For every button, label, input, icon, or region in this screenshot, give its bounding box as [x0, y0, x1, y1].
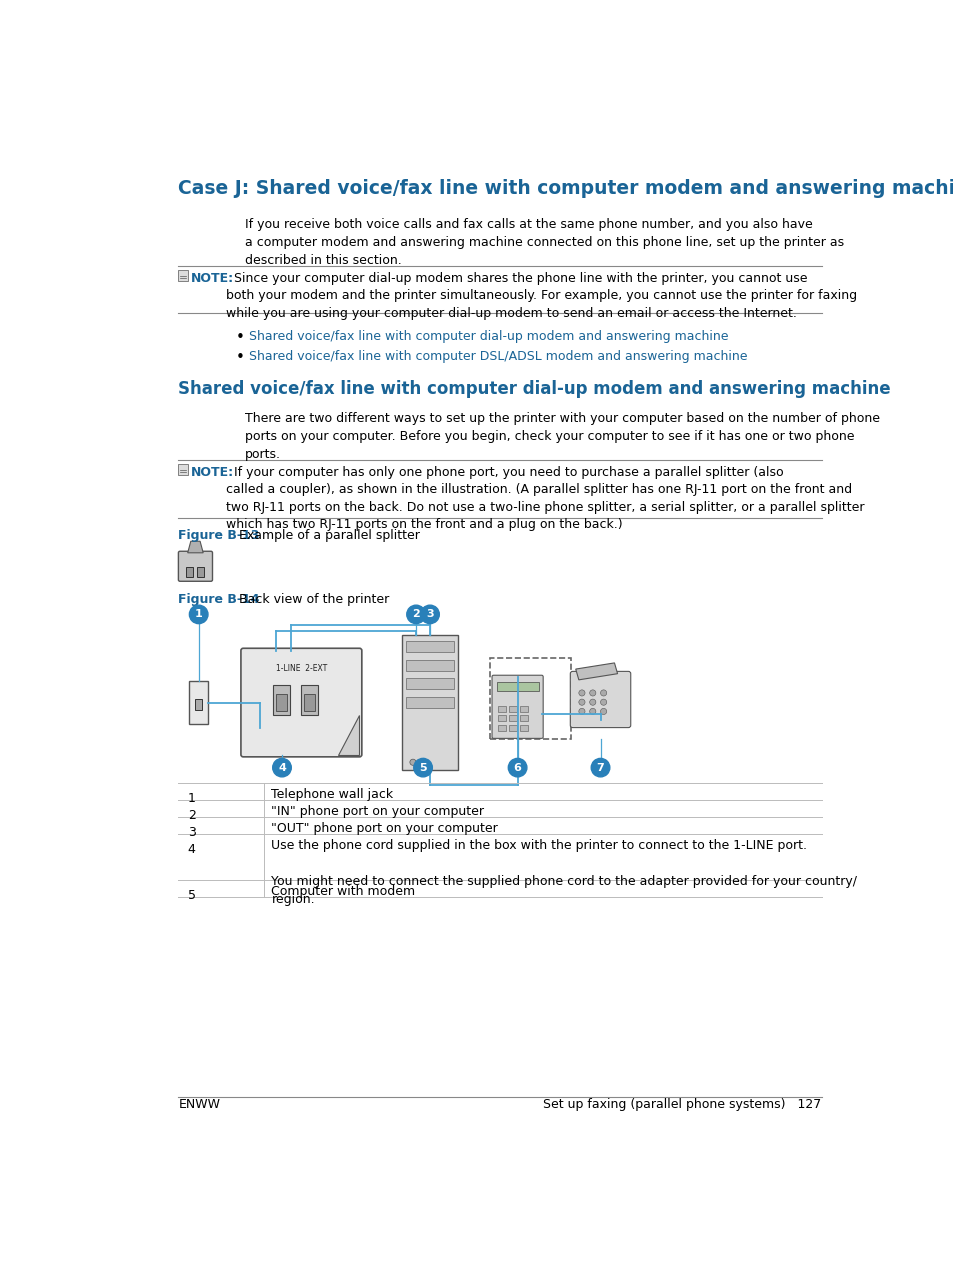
Text: ENWW: ENWW — [178, 1099, 220, 1111]
Text: 4: 4 — [188, 843, 195, 856]
Text: 4: 4 — [277, 762, 286, 772]
Bar — [497, 715, 505, 721]
Bar — [402, 635, 457, 770]
Circle shape — [599, 690, 606, 696]
Text: Example of a parallel splitter: Example of a parallel splitter — [231, 528, 419, 542]
Text: 1: 1 — [188, 792, 195, 805]
Circle shape — [578, 709, 584, 715]
Circle shape — [414, 758, 432, 777]
Bar — [406, 678, 454, 690]
Bar — [301, 686, 318, 715]
Circle shape — [589, 698, 596, 705]
Text: Shared voice/fax line with computer dial-up modem and answering machine: Shared voice/fax line with computer dial… — [249, 330, 727, 343]
Bar — [406, 660, 454, 671]
Text: 7: 7 — [596, 762, 604, 772]
Circle shape — [508, 758, 526, 777]
Text: Shared voice/fax line with computer dial-up modem and answering machine: Shared voice/fax line with computer dial… — [178, 380, 890, 398]
FancyBboxPatch shape — [570, 672, 630, 728]
Text: 2: 2 — [412, 610, 419, 620]
Text: •: • — [235, 351, 244, 366]
Text: There are two different ways to set up the printer with your computer based on t: There are two different ways to set up t… — [245, 411, 879, 461]
Text: If your computer has only one phone port, you need to purchase a parallel splitt: If your computer has only one phone port… — [226, 466, 864, 531]
Text: Figure B-14: Figure B-14 — [178, 593, 259, 606]
Polygon shape — [337, 715, 359, 754]
Circle shape — [578, 698, 584, 705]
Circle shape — [410, 759, 416, 766]
Bar — [497, 706, 505, 712]
Circle shape — [190, 606, 208, 624]
Bar — [406, 697, 454, 707]
Text: Computer with modem: Computer with modem — [271, 885, 416, 898]
Text: 3: 3 — [426, 610, 434, 620]
Text: 1: 1 — [194, 610, 202, 620]
Bar — [195, 698, 202, 710]
Bar — [489, 658, 571, 739]
Text: Back view of the printer: Back view of the printer — [231, 593, 389, 606]
Text: 2: 2 — [188, 809, 195, 822]
Bar — [273, 686, 290, 715]
Circle shape — [599, 709, 606, 715]
Bar — [406, 641, 454, 652]
Bar — [196, 568, 204, 577]
Text: Case J: Shared voice/fax line with computer modem and answering machine: Case J: Shared voice/fax line with compu… — [178, 179, 953, 198]
Circle shape — [599, 698, 606, 705]
Text: 5: 5 — [418, 762, 426, 772]
Bar — [304, 693, 315, 711]
Polygon shape — [575, 663, 617, 679]
Bar — [186, 568, 193, 577]
Circle shape — [273, 758, 291, 777]
Bar — [509, 706, 517, 712]
Text: Figure B-13: Figure B-13 — [178, 528, 259, 542]
Text: 1-LINE  2-EXT: 1-LINE 2-EXT — [275, 664, 327, 673]
Bar — [178, 465, 188, 475]
FancyBboxPatch shape — [241, 648, 361, 757]
Bar — [178, 271, 188, 281]
Circle shape — [591, 758, 609, 777]
Text: 6: 6 — [513, 762, 521, 772]
Bar — [509, 715, 517, 721]
Text: Since your computer dial-up modem shares the phone line with the printer, you ca: Since your computer dial-up modem shares… — [226, 272, 857, 320]
Bar — [497, 682, 537, 691]
Circle shape — [420, 759, 427, 766]
Bar — [519, 724, 527, 730]
FancyBboxPatch shape — [492, 676, 542, 738]
Bar — [189, 682, 208, 724]
Bar — [497, 724, 505, 730]
Text: If you receive both voice calls and fax calls at the same phone number, and you : If you receive both voice calls and fax … — [245, 218, 843, 267]
Polygon shape — [188, 541, 203, 552]
Bar — [275, 693, 286, 711]
Text: 5: 5 — [188, 889, 195, 902]
Text: "IN" phone port on your computer: "IN" phone port on your computer — [271, 805, 484, 818]
Text: Use the phone cord supplied in the box with the printer to connect to the 1-LINE: Use the phone cord supplied in the box w… — [271, 839, 857, 907]
Bar — [519, 715, 527, 721]
Text: 3: 3 — [188, 827, 195, 839]
Circle shape — [589, 690, 596, 696]
FancyBboxPatch shape — [178, 551, 213, 582]
Circle shape — [589, 709, 596, 715]
Text: NOTE:: NOTE: — [191, 466, 233, 479]
Text: •: • — [235, 330, 244, 345]
Text: Set up faxing (parallel phone systems)   127: Set up faxing (parallel phone systems) 1… — [543, 1099, 821, 1111]
Circle shape — [420, 606, 439, 624]
Text: Shared voice/fax line with computer DSL/ADSL modem and answering machine: Shared voice/fax line with computer DSL/… — [249, 351, 746, 363]
Circle shape — [406, 606, 425, 624]
Bar — [509, 724, 517, 730]
Circle shape — [578, 690, 584, 696]
Text: Telephone wall jack: Telephone wall jack — [271, 789, 393, 801]
Bar — [519, 706, 527, 712]
Text: NOTE:: NOTE: — [191, 272, 233, 284]
Text: "OUT" phone port on your computer: "OUT" phone port on your computer — [271, 822, 497, 836]
